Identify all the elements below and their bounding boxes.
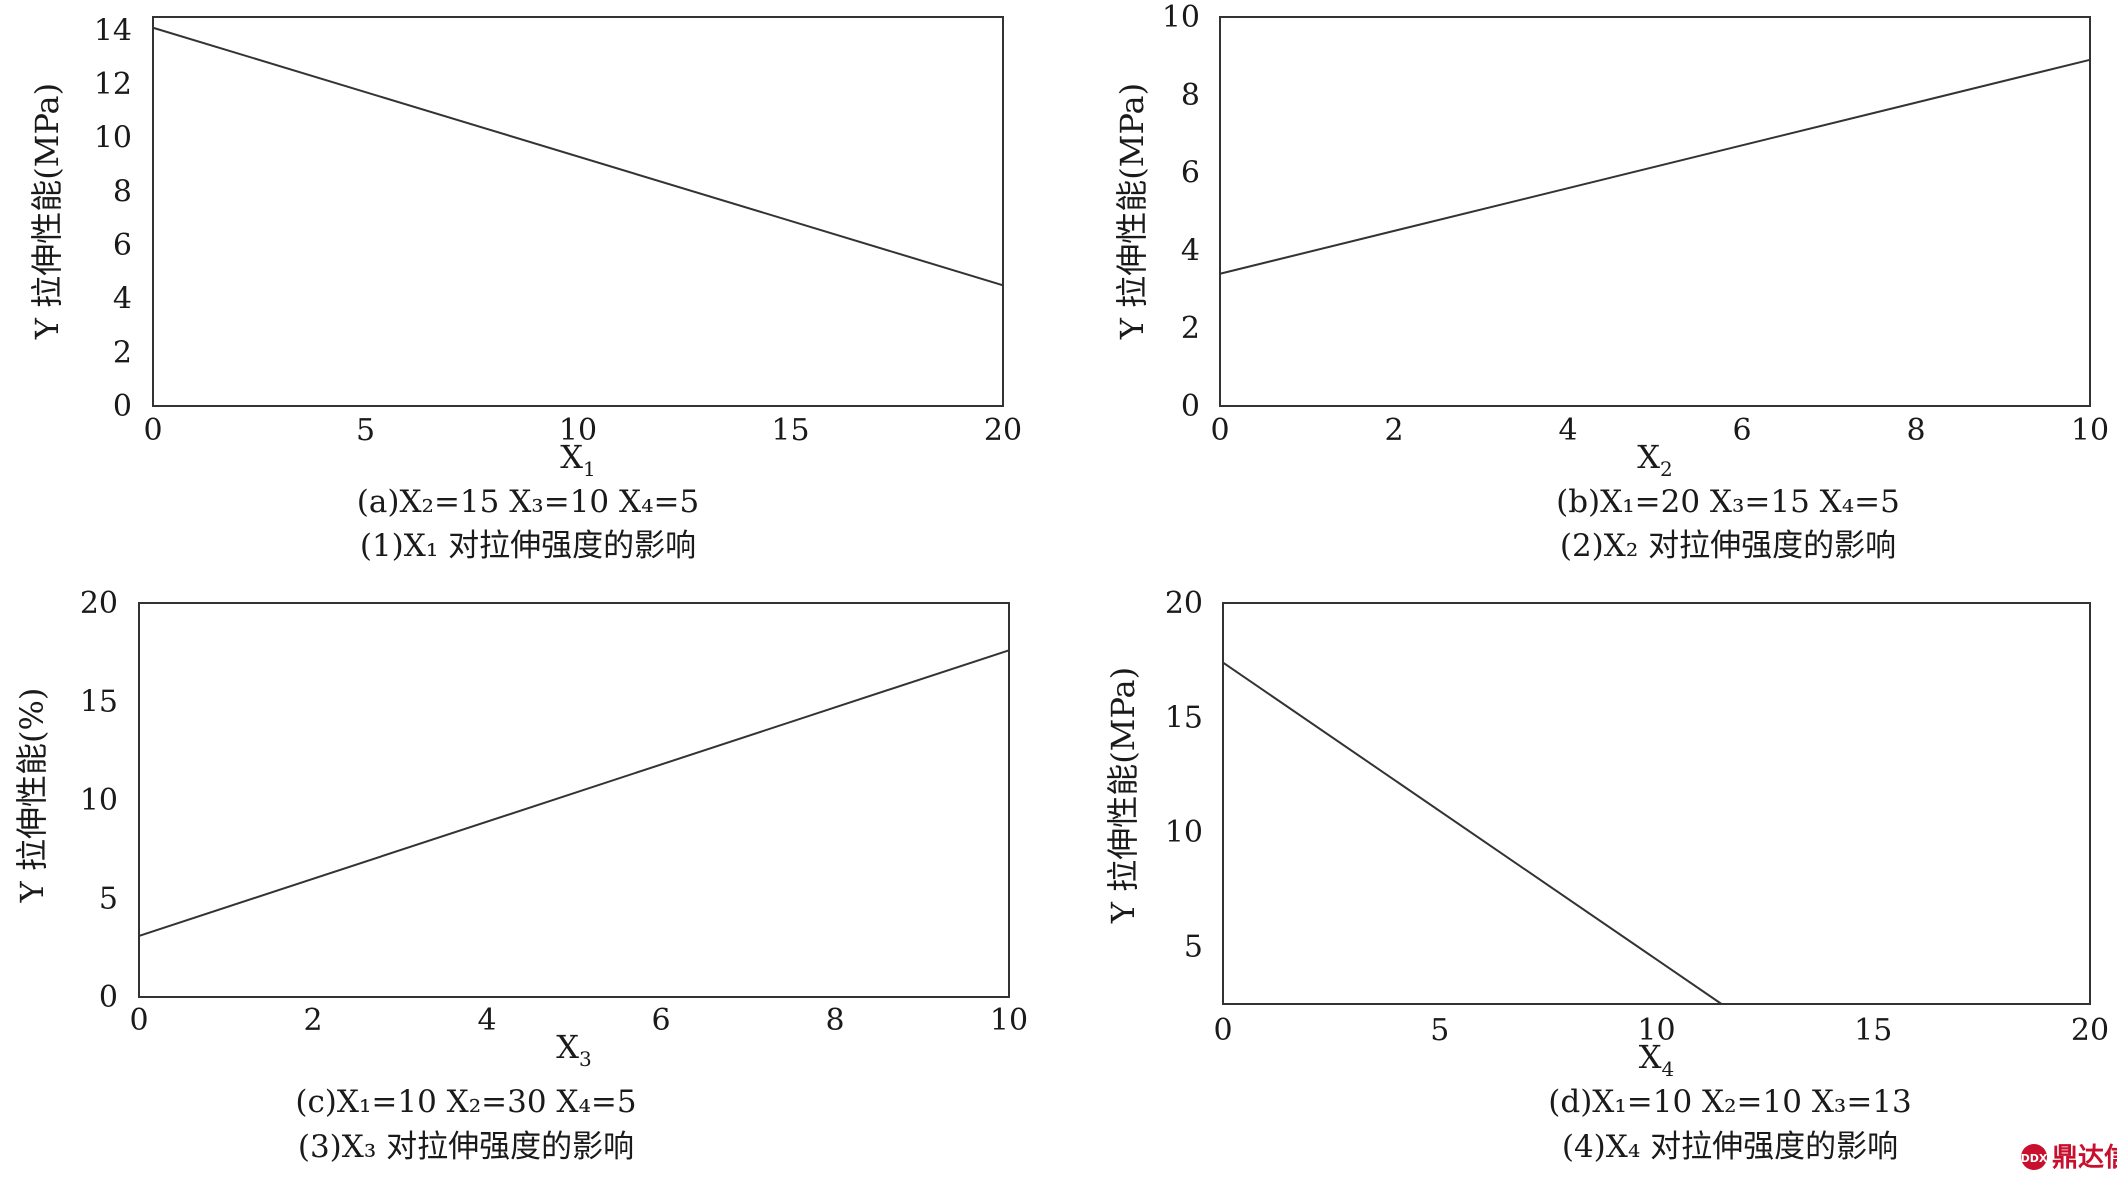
x-tick-label: 15 <box>1854 1013 1892 1048</box>
condition-label: (b)X₁=20 X₃=15 X₄=5 <box>1556 484 1900 520</box>
x-axis-label: X3 <box>556 1028 592 1071</box>
watermark: DDX 鼎达信 <box>2021 1143 2117 1173</box>
x-axis-label: X1 <box>560 438 596 481</box>
x-tick-label: 15 <box>771 413 809 448</box>
x-tick-label: 10 <box>990 1003 1028 1038</box>
figure-caption: (1)X₁ 对拉伸强度的影响 <box>360 528 696 564</box>
x-tick-label: 2 <box>303 1003 322 1038</box>
x-axis-label-main: X <box>1637 438 1660 476</box>
y-tick-label: 15 <box>80 685 118 720</box>
x-tick-label: 8 <box>825 1003 844 1038</box>
x-tick-label: 10 <box>559 413 597 448</box>
plot-frame <box>1219 16 2091 407</box>
watermark-text: 鼎达信 <box>2052 1143 2117 1173</box>
x-tick-label: 0 <box>1210 413 1229 448</box>
x-tick-label: 10 <box>1637 1013 1675 1048</box>
x-axis-label-main: X <box>556 1028 579 1066</box>
chart-c: 0 2 4 6 8 10 0 5 10 15 20 X3 Y 拉伸性能(%) (c)X₁=10 X₂=30… <box>13 586 1028 1165</box>
x-tick-label: 5 <box>1430 1013 1449 1048</box>
figure-caption: (3)X₃ 对拉伸强度的影响 <box>298 1129 634 1165</box>
x-tick-label: 0 <box>129 1003 148 1038</box>
y-axis-label: Y 拉伸性能(MPa) <box>1113 83 1151 340</box>
y-axis-label: Y 拉伸性能(MPa) <box>1104 667 1142 924</box>
chart-d: 0 5 10 15 20 5 10 15 20 X4 Y 拉伸性能(MPa) (d)X₁=10 X₂=… <box>1104 586 2109 1165</box>
x-tick-label: 6 <box>1732 413 1751 448</box>
x-axis-label: X2 <box>1637 438 1673 481</box>
x-axis-label: X4 <box>1639 1038 1675 1081</box>
y-axis-label: Y 拉伸性能(MPa) <box>28 83 66 340</box>
y-tick-label: 4 <box>113 282 132 317</box>
plot-frame <box>1222 602 2091 1005</box>
y-tick-label: 6 <box>113 228 132 263</box>
x-tick-label: 0 <box>1213 1013 1232 1048</box>
condition-label: (a)X₂=15 X₃=10 X₄=5 <box>357 484 699 520</box>
y-tick-label: 5 <box>99 882 118 917</box>
series-line <box>138 649 1010 937</box>
y-tick-label: 8 <box>113 174 132 209</box>
x-tick-label: 2 <box>1384 413 1403 448</box>
plot-frame <box>152 16 1004 407</box>
x-axis-label-subscript: 3 <box>579 1047 592 1071</box>
series-line <box>152 26 1004 287</box>
y-tick-label: 14 <box>94 13 132 48</box>
x-axis-label-subscript: 4 <box>1662 1057 1675 1081</box>
y-tick-label: 4 <box>1181 233 1200 268</box>
y-tick-label: 2 <box>113 335 132 370</box>
y-tick-label: 6 <box>1181 156 1200 191</box>
x-tick-label: 10 <box>2071 413 2109 448</box>
chart-a: 0 5 10 15 20 0 2 4 6 8 10 12 14 X1 Y 拉伸性能(MPa) (a)X₂=15… <box>28 13 1022 564</box>
x-tick-label: 4 <box>1558 413 1577 448</box>
x-tick-label: 5 <box>356 413 375 448</box>
figure-caption: (2)X₂ 对拉伸强度的影响 <box>1560 528 1896 564</box>
x-tick-label: 0 <box>143 413 162 448</box>
x-tick-label: 8 <box>1906 413 1925 448</box>
x-tick-label: 20 <box>984 413 1022 448</box>
x-tick-label: 6 <box>651 1003 670 1038</box>
y-tick-label: 10 <box>1165 815 1203 850</box>
series-line <box>1219 58 2091 275</box>
y-tick-label: 0 <box>1181 389 1200 424</box>
y-tick-label: 20 <box>80 586 118 621</box>
series-line <box>1222 661 1723 1005</box>
y-tick-label: 12 <box>94 67 132 102</box>
y-tick-label: 2 <box>1181 311 1200 346</box>
condition-label: (d)X₁=10 X₂=10 X₃=13 <box>1548 1084 1912 1120</box>
y-tick-label: 15 <box>1165 701 1203 736</box>
y-tick-label: 8 <box>1181 78 1200 113</box>
y-tick-label: 10 <box>1162 0 1200 35</box>
condition-label: (c)X₁=10 X₂=30 X₄=5 <box>295 1084 636 1120</box>
y-tick-label: 10 <box>94 121 132 156</box>
y-tick-label: 20 <box>1165 586 1203 621</box>
y-tick-label: 5 <box>1184 930 1203 965</box>
y-tick-label: 0 <box>113 389 132 424</box>
plot-frame <box>138 602 1010 998</box>
x-tick-label: 20 <box>2071 1013 2109 1048</box>
figure-caption: (4)X₄ 对拉伸强度的影响 <box>1562 1129 1898 1165</box>
watermark-logo-icon <box>2021 1144 2047 1170</box>
y-axis-label: Y 拉伸性能(%) <box>13 688 51 904</box>
x-tick-label: 4 <box>477 1003 496 1038</box>
x-axis-label-subscript: 1 <box>583 457 596 481</box>
y-tick-label: 10 <box>80 783 118 818</box>
y-tick-label: 0 <box>99 980 118 1015</box>
x-axis-label-main: X <box>560 438 583 476</box>
x-axis-label-main: X <box>1639 1038 1662 1076</box>
watermark-logo-text: DDX <box>2021 1152 2048 1165</box>
x-axis-label-subscript: 2 <box>1660 457 1673 481</box>
